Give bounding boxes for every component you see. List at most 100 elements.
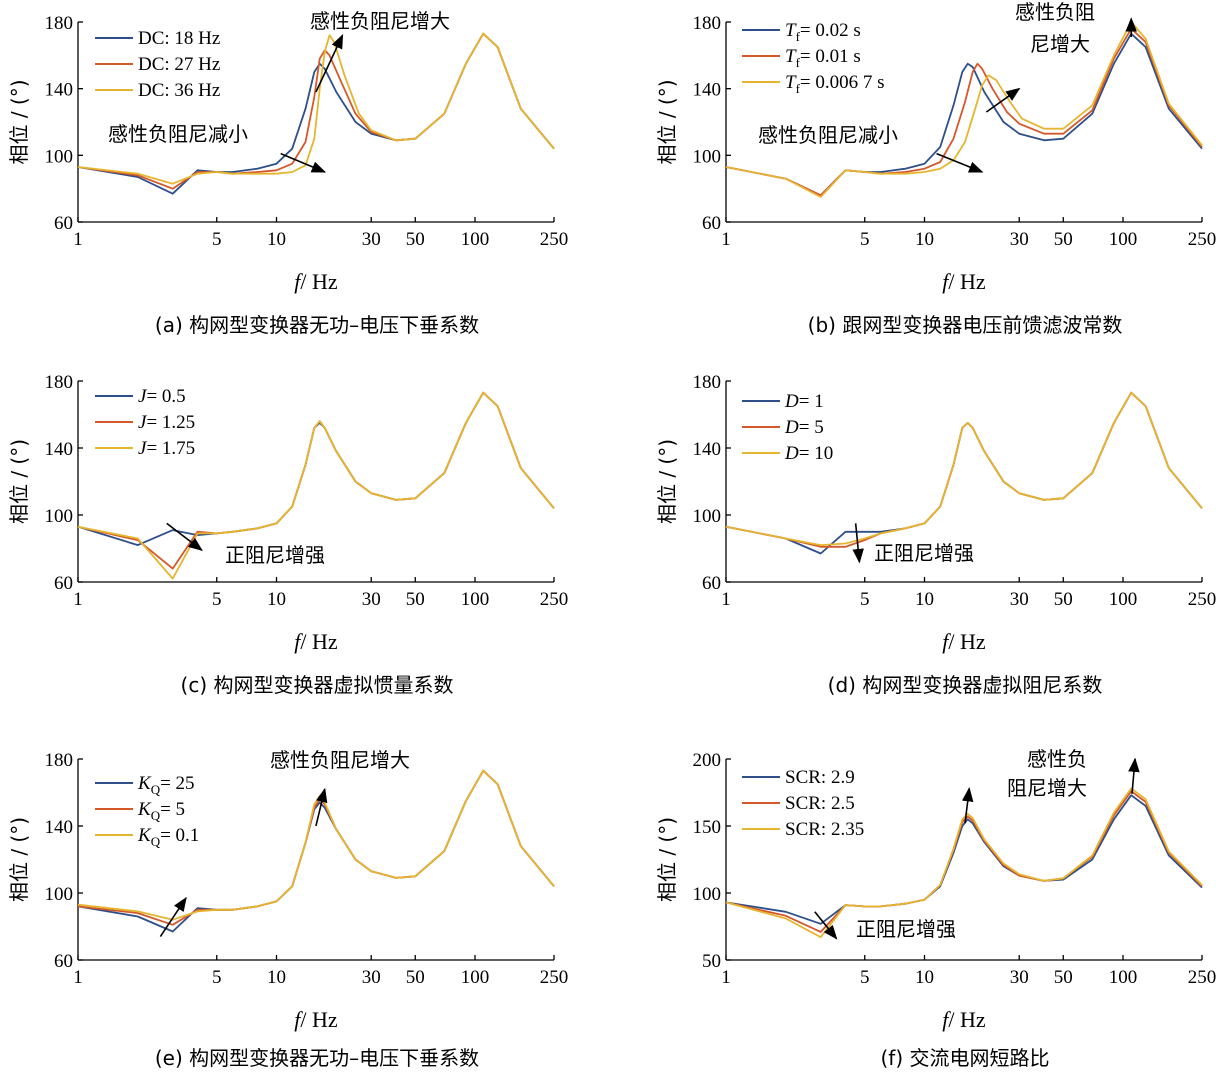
y-tick-label: 140 [45, 817, 74, 838]
chart-panel-d: 60 100 140 180 1 5 10 30 50 100 250 f/ Hz 相位 / (°) D=… [655, 372, 1216, 697]
x-tick-label: 250 [1188, 229, 1217, 250]
y-tick-label: 150 [693, 817, 722, 838]
legend-label: Tf= 0.02 s [785, 20, 861, 44]
y-tick-label: 50 [702, 951, 721, 972]
annotation-arrow [814, 911, 838, 940]
annotation-arrow [280, 152, 327, 173]
series-line [725, 794, 1203, 925]
x-tick-label: 1 [73, 229, 83, 250]
y-axis-label: 相位 / (°) [7, 79, 31, 164]
y-tick-label: 60 [54, 213, 73, 234]
annotation-arrow [961, 787, 974, 824]
y-tick-label: 60 [702, 213, 721, 234]
x-tick-label: 5 [860, 229, 870, 250]
legend-label: J= 0.5 [138, 386, 186, 407]
x-tick-label: 1 [721, 229, 731, 250]
annotation-arrow [936, 152, 984, 173]
x-tick-label: 250 [1188, 589, 1217, 610]
panel-caption: (b) 跟网型变换器电压前馈滤波常数 [808, 313, 1123, 337]
series-line [77, 32, 555, 185]
x-tick-label: 250 [540, 229, 569, 250]
y-tick-label: 180 [693, 372, 722, 393]
series-line [725, 391, 1203, 548]
legend-label: DC: 27 Hz [138, 54, 220, 75]
x-tick-label: 50 [1054, 589, 1073, 610]
chart-panel-a: 60 100 140 180 1 5 10 30 50 100 250 f/ Hz 相位 / (°) DC… [7, 9, 568, 337]
x-tick-label: 5 [212, 589, 222, 610]
y-tick-label: 180 [45, 372, 74, 393]
x-tick-label: 10 [267, 229, 286, 250]
legend-label: D= 10 [784, 443, 833, 464]
y-tick-label: 180 [693, 13, 722, 34]
series-line [725, 787, 1203, 939]
x-tick-label: 10 [915, 229, 934, 250]
x-tick-label: 5 [212, 967, 222, 988]
panel-caption: (d) 构网型变换器虚拟阻尼系数 [828, 673, 1103, 697]
x-axis-label: f/ Hz [294, 269, 338, 294]
y-tick-label: 140 [45, 439, 74, 460]
x-tick-label: 100 [1109, 589, 1138, 610]
x-tick-label: 100 [1109, 229, 1138, 250]
annotation-arrow [315, 787, 328, 827]
annotation-text: 感性负阻 [1015, 0, 1095, 24]
annotation-arrow [1128, 757, 1140, 794]
x-tick-label: 250 [540, 967, 569, 988]
x-tick-label: 10 [915, 967, 934, 988]
y-tick-label: 200 [693, 750, 722, 771]
y-tick-label: 60 [54, 951, 73, 972]
annotation-text: 尼增大 [1030, 32, 1090, 56]
y-tick-label: 100 [45, 146, 74, 167]
y-axis-label: 相位 / (°) [655, 817, 679, 902]
x-tick-label: 1 [721, 589, 731, 610]
y-axis-label: 相位 / (°) [7, 817, 31, 902]
x-tick-label: 30 [1010, 229, 1029, 250]
annotation-text: 正阻尼增强 [874, 541, 974, 565]
y-tick-label: 60 [54, 573, 73, 594]
y-tick-label: 100 [45, 506, 74, 527]
y-tick-label: 60 [702, 573, 721, 594]
x-tick-label: 1 [73, 967, 83, 988]
legend-label: SCR: 2.9 [785, 767, 855, 788]
legend-label: Tf= 0.01 s [785, 46, 861, 70]
x-tick-label: 1 [721, 967, 731, 988]
x-tick-label: 100 [461, 589, 490, 610]
y-tick-label: 140 [693, 80, 722, 101]
x-axis-label: f/ Hz [294, 629, 338, 654]
legend-label: DC: 18 Hz [138, 28, 220, 49]
x-axis-label: f/ Hz [942, 629, 986, 654]
legend-label: KQ= 0.1 [137, 825, 199, 849]
y-tick-label: 140 [693, 439, 722, 460]
series-line [725, 391, 1203, 546]
annotation-text: 感性负阻尼增大 [270, 748, 410, 772]
x-tick-label: 30 [362, 589, 381, 610]
chart-panel-c: 60 100 140 180 1 5 10 30 50 100 250 f/ Hz 相位 / (°) J=… [7, 372, 568, 697]
legend-label: J= 1.75 [138, 438, 195, 459]
x-tick-label: 30 [1010, 589, 1029, 610]
x-tick-label: 50 [406, 229, 425, 250]
legend-label: DC: 36 Hz [138, 80, 220, 101]
series-line [77, 769, 555, 933]
x-tick-label: 30 [362, 967, 381, 988]
x-tick-label: 100 [461, 967, 490, 988]
legend-label: Tf= 0.006 7 s [785, 72, 885, 96]
x-tick-label: 250 [540, 589, 569, 610]
y-tick-label: 140 [45, 80, 74, 101]
legend-label: SCR: 2.35 [785, 819, 864, 840]
panel-caption: (a) 构网型变换器无功–电压下垂系数 [155, 313, 479, 337]
series-line [725, 21, 1203, 198]
y-tick-label: 100 [693, 146, 722, 167]
x-tick-label: 100 [461, 229, 490, 250]
y-axis-label: 相位 / (°) [655, 79, 679, 164]
x-axis-label: f/ Hz [294, 1007, 338, 1032]
x-tick-label: 1 [73, 589, 83, 610]
annotation-text: 感性负阻尼减小 [758, 123, 898, 147]
y-axis-label: 相位 / (°) [7, 439, 31, 524]
annotation-text: 感性负阻尼减小 [108, 122, 248, 146]
x-tick-label: 30 [1010, 967, 1029, 988]
series-line [725, 27, 1203, 197]
annotation-arrow [852, 523, 864, 564]
x-tick-label: 10 [267, 589, 286, 610]
x-axis-label: f/ Hz [942, 269, 986, 294]
x-tick-label: 5 [860, 589, 870, 610]
